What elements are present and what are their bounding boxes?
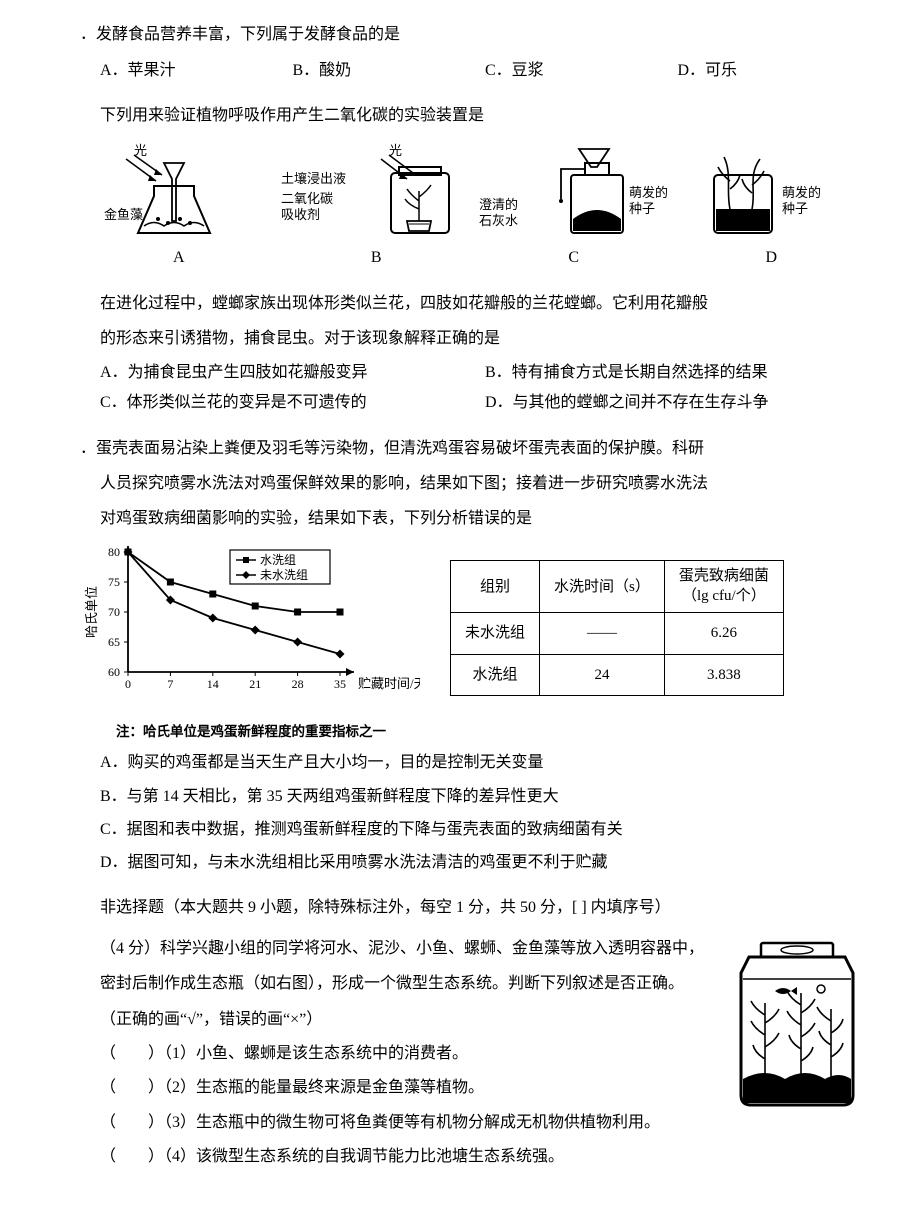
q1-opt-b: B．酸奶 xyxy=(293,56,486,86)
cell: 3.838 xyxy=(664,654,783,696)
q4-opt-d: D．据图可知，与未水洗组相比采用喷雾水洗法清洁的鸡蛋更不利于贮藏 xyxy=(100,848,870,878)
svg-text:35: 35 xyxy=(334,677,346,691)
th-bacteria: 蛋壳致病细菌 （lg cfu/个） xyxy=(664,561,783,613)
svg-text:金鱼藻: 金鱼藻 xyxy=(104,207,143,222)
q1-opt-a: A．苹果汁 xyxy=(100,56,293,86)
q3-opt-a: A．为捕食昆虫产生四肢如花瓣般变异 xyxy=(100,358,485,388)
svg-text:80: 80 xyxy=(108,545,120,559)
q4-opt-b: B．与第 14 天相比，第 35 天两组鸡蛋新鲜程度下降的差异性更大 xyxy=(100,782,870,812)
s2-s2: （ ）（2）生态瓶的能量最终来源是金鱼藻等植物。 xyxy=(100,1073,725,1103)
th-bacteria-text: 蛋壳致病细菌 （lg cfu/个） xyxy=(679,568,769,604)
svg-text:土壤浸出液: 土壤浸出液 xyxy=(281,171,346,186)
q4-p1: ．蛋壳表面易沾染上粪便及羽毛等污染物，但清洗鸡蛋容易破坏蛋壳表面的保护膜。科研 xyxy=(80,433,870,464)
s2-p2: 密封后制作成生态瓶（如右图），形成一个微型生态系统。判断下列叙述是否正确。 xyxy=(100,968,725,999)
s2-p3: （正确的画“√”，错误的画“×”） xyxy=(100,1004,725,1035)
section-2: 非选择题（本大题共 9 小题，除特殊标注外，每空 1 分，共 50 分，[ ] … xyxy=(80,893,870,1177)
q1-opt-c: C．豆浆 xyxy=(485,56,678,86)
svg-text:7: 7 xyxy=(167,677,173,691)
svg-text:萌发的: 萌发的 xyxy=(782,185,821,200)
section2-question: （4 分）科学兴趣小组的同学将河水、泥沙、小鱼、螺蛳、金鱼藻等放入透明容器中， … xyxy=(80,929,870,1176)
svg-text:21: 21 xyxy=(249,677,261,691)
table-header-row: 组别 水洗时间（s） 蛋壳致病细菌 （lg cfu/个） xyxy=(451,561,784,613)
svg-text:澄清的: 澄清的 xyxy=(479,197,518,212)
question-3: 在进化过程中，螳螂家族出现体形类似兰花，四肢如花瓣般的兰花螳螂。它利用花瓣般 的… xyxy=(80,288,870,419)
section2-title: 非选择题（本大题共 9 小题，除特殊标注外，每空 1 分，共 50 分，[ ] … xyxy=(100,893,870,923)
cell: 水洗组 xyxy=(451,654,540,696)
q4-chart: 0 7 14 21 28 35 60 65 70 75 80 哈氏单位贮藏时间/天 水洗组未水洗组 注：… xyxy=(80,542,420,744)
svg-text:萌发的: 萌发的 xyxy=(629,185,668,200)
label-b: B xyxy=(278,243,476,273)
cell: 未水洗组 xyxy=(451,613,540,655)
q4-opt-c: C．据图和表中数据，推测鸡蛋新鲜程度的下降与蛋壳表面的致病细菌有关 xyxy=(100,815,870,845)
q1-stem: ．发酵食品营养丰富，下列属于发酵食品的是 xyxy=(80,20,870,50)
svg-text:14: 14 xyxy=(207,677,219,691)
cell: 6.26 xyxy=(664,613,783,655)
q4-chart-table: 07142128356065707580哈氏单位贮藏时间/天水洗组未水洗组 注：… xyxy=(80,542,870,744)
chart-note: 注：哈氏单位是鸡蛋新鲜程度的重要指标之一 xyxy=(116,719,420,745)
q4-p3: 对鸡蛋致病细菌影响的实验，结果如下表，下列分析错误的是 xyxy=(100,503,870,534)
q3-opt-c: C．体形类似兰花的变异是不可遗传的 xyxy=(100,388,485,418)
q4-table: 组别 水洗时间（s） 蛋壳致病细菌 （lg cfu/个） 未水洗组 —— 6.2… xyxy=(450,560,784,696)
svg-text:75: 75 xyxy=(108,575,120,589)
table-row: 水洗组 24 3.838 xyxy=(451,654,784,696)
q3-opt-b: B．特有捕食方式是长期自然选择的结果 xyxy=(485,358,870,388)
cell: —— xyxy=(540,613,665,655)
diagram-d: 萌发的 种子 xyxy=(673,141,871,241)
section2-text-col: （4 分）科学兴趣小组的同学将河水、泥沙、小鱼、螺蛳、金鱼藻等放入透明容器中， … xyxy=(80,929,725,1176)
s2-s4: （ ）（4）该微型生态系统的自我调节能力比池塘生态系统强。 xyxy=(100,1142,725,1172)
question-2: 下列用来验证植物呼吸作用产生二氧化碳的实验装置是 光 金鱼藻 xyxy=(80,101,870,274)
q2-stem: 下列用来验证植物呼吸作用产生二氧化碳的实验装置是 xyxy=(100,101,870,131)
q3-p2: 的形态来引诱猎物，捕食昆虫。对于该现象解释正确的是 xyxy=(100,323,870,354)
jar-plant-icon: 光 土壤浸出液 二氧化碳 吸收剂 xyxy=(281,141,471,241)
label-c: C xyxy=(475,243,673,273)
th-group: 组别 xyxy=(451,561,540,613)
s2-s1: （ ）（1）小鱼、螺蛳是该生态系统中的消费者。 xyxy=(100,1039,725,1069)
label-a: A xyxy=(80,243,278,273)
q1-opt-d: D．可乐 xyxy=(678,56,871,86)
question-1: ．发酵食品营养丰富，下列属于发酵食品的是 A．苹果汁 B．酸奶 C．豆浆 D．可… xyxy=(80,20,870,87)
svg-text:60: 60 xyxy=(108,665,120,679)
bottle-seeds-icon: 澄清的 石灰水 萌发的 种子 xyxy=(479,141,669,241)
q2-diagrams: 光 金鱼藻 光 xyxy=(80,141,870,241)
svg-text:水洗组: 水洗组 xyxy=(260,553,296,567)
svg-text:未水洗组: 未水洗组 xyxy=(260,568,308,582)
svg-text:种子: 种子 xyxy=(782,201,808,216)
q4-p2: 人员探究喷雾水洗法对鸡蛋保鲜效果的影响，结果如下图；接着进一步研究喷雾水洗法 xyxy=(100,468,870,499)
q2-diagram-labels: A B C D xyxy=(80,243,870,273)
svg-text:65: 65 xyxy=(108,635,120,649)
diagram-a: 光 金鱼藻 xyxy=(80,141,278,241)
q3-p1: 在进化过程中，螳螂家族出现体形类似兰花，四肢如花瓣般的兰花螳螂。它利用花瓣般 xyxy=(100,288,870,319)
svg-text:二氧化碳: 二氧化碳 xyxy=(281,191,333,206)
svg-text:种子: 种子 xyxy=(629,201,655,216)
label-d: D xyxy=(673,243,871,273)
q4-options: A．购买的鸡蛋都是当天生产且大小均一，目的是控制无关变量 B．与第 14 天相比… xyxy=(80,748,870,879)
th-time: 水洗时间（s） xyxy=(540,561,665,613)
svg-text:28: 28 xyxy=(292,677,304,691)
s2-p1: （4 分）科学兴趣小组的同学将河水、泥沙、小鱼、螺蛳、金鱼藻等放入透明容器中， xyxy=(100,933,725,964)
svg-text:贮藏时间/天: 贮藏时间/天 xyxy=(358,676,420,691)
diagram-b: 光 土壤浸出液 二氧化碳 吸收剂 xyxy=(278,141,476,241)
q3-opt-d: D．与其他的螳螂之间并不存在生存斗争 xyxy=(485,388,870,418)
eco-bottle-icon xyxy=(725,939,870,1109)
sprout-jar-icon: 萌发的 种子 xyxy=(686,141,856,241)
svg-text:哈氏单位: 哈氏单位 xyxy=(84,586,99,638)
svg-text:吸收剂: 吸收剂 xyxy=(281,207,320,222)
s2-s3: （ ）（3）生态瓶中的微生物可将鱼粪便等有机物分解成无机物供植物利用。 xyxy=(100,1108,725,1138)
q4-opt-a: A．购买的鸡蛋都是当天生产且大小均一，目的是控制无关变量 xyxy=(100,748,870,778)
q1-options: A．苹果汁 B．酸奶 C．豆浆 D．可乐 xyxy=(100,56,870,86)
svg-text:0: 0 xyxy=(125,677,131,691)
question-4: ．蛋壳表面易沾染上粪便及羽毛等污染物，但清洗鸡蛋容易破坏蛋壳表面的保护膜。科研 … xyxy=(80,433,870,879)
line-chart-icon: 0 7 14 21 28 35 60 65 70 75 80 哈氏单位贮藏时间/天 水洗组未水洗组 xyxy=(80,542,420,707)
flask-algae-icon: 光 金鱼藻 xyxy=(104,141,254,241)
svg-text:石灰水: 石灰水 xyxy=(479,213,518,228)
cell: 24 xyxy=(540,654,665,696)
table-row: 未水洗组 —— 6.26 xyxy=(451,613,784,655)
svg-text:70: 70 xyxy=(108,605,120,619)
diagram-c: 澄清的 石灰水 萌发的 种子 xyxy=(475,141,673,241)
eco-bottle-image xyxy=(725,939,870,1120)
